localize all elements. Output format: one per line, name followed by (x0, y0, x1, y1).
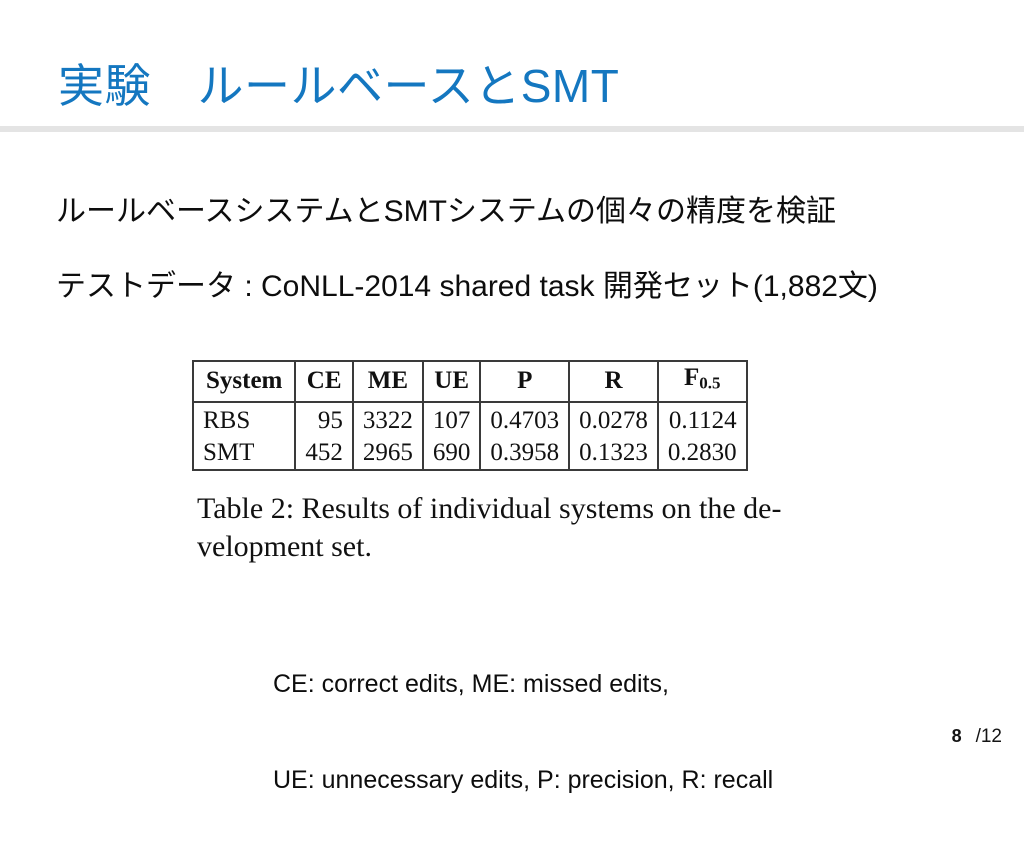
metric-legend-line-2: UE: unnecessary edits, P: precision, R: … (273, 766, 774, 794)
column-header-ue: UE (421, 361, 482, 403)
cell-r: 0.0278 (568, 401, 659, 437)
column-header-system: System (191, 361, 297, 403)
results-figure: System CE ME UE P R F0.5 RBS 95 3322 107… (191, 360, 748, 471)
cell-ce: 452 (294, 436, 354, 470)
table-head: System CE ME UE P R F0.5 (191, 361, 748, 403)
column-header-r: R (568, 361, 659, 403)
cell-ce: 95 (294, 401, 354, 437)
column-header-f-letter: F (684, 364, 700, 391)
cell-ue: 690 (421, 436, 482, 470)
column-header-f-subscript: 0.5 (699, 373, 721, 393)
body-line-overview: ルールベースシステムとSMTシステムの個々の精度を検証 (56, 195, 837, 228)
cell-me: 3322 (351, 401, 424, 437)
cell-ue: 107 (421, 401, 482, 437)
table-header-row: System CE ME UE P R F0.5 (191, 361, 748, 403)
cell-f05: 0.1124 (656, 401, 748, 437)
page-title: 実験 ルールベースとSMT (58, 60, 620, 112)
slide-footer: 8 /12 (952, 725, 1002, 748)
cell-system: RBS (191, 401, 297, 437)
title-divider (0, 126, 1024, 132)
cell-me: 2965 (351, 436, 424, 470)
column-header-ce: CE (294, 361, 354, 403)
page-total: /12 (975, 726, 1002, 747)
table-caption: Table 2: Results of individual systems o… (197, 492, 782, 563)
cell-r: 0.1323 (568, 436, 659, 470)
table-body: RBS 95 3322 107 0.4703 0.0278 0.1124 SMT… (191, 401, 748, 470)
cell-p: 0.3958 (479, 436, 571, 470)
metric-legend: CE: correct edits, ME: missed edits, UE:… (273, 604, 773, 860)
page-number: 8 (951, 726, 962, 746)
results-table: System CE ME UE P R F0.5 RBS 95 3322 107… (191, 360, 748, 471)
slide-canvas: 実験 ルールベースとSMT ルールベースシステムとSMTシステムの個々の精度を検… (0, 60, 1024, 794)
column-header-me: ME (351, 361, 424, 403)
column-header-f05: F0.5 (656, 361, 748, 403)
body-line-testdata: テストデータ : CoNLL-2014 shared task 開発セット(1,… (56, 270, 878, 303)
column-header-p: P (479, 361, 571, 403)
metric-legend-line-1: CE: correct edits, ME: missed edits, (273, 670, 669, 698)
cell-system: SMT (191, 436, 297, 470)
table-row: RBS 95 3322 107 0.4703 0.0278 0.1124 (191, 401, 748, 437)
cell-p: 0.4703 (479, 401, 571, 437)
cell-f05: 0.2830 (656, 436, 748, 470)
table-row: SMT 452 2965 690 0.3958 0.1323 0.2830 (191, 436, 748, 470)
